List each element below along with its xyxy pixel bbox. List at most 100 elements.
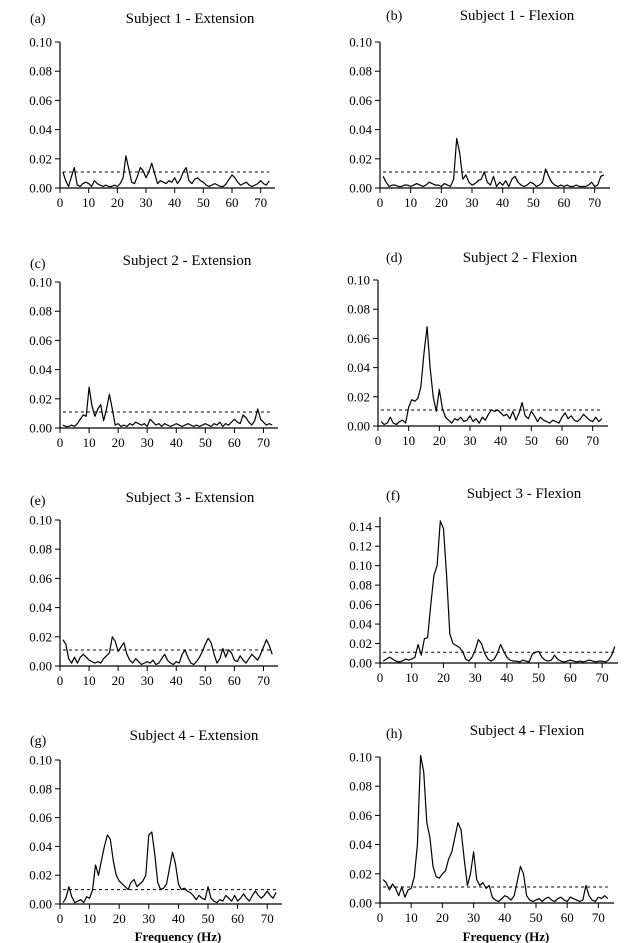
y-tick-label: 0.04: [347, 360, 370, 375]
y-tick-label: 0.08: [29, 64, 52, 79]
y-tick-label: 0.02: [349, 866, 372, 881]
x-tick-label: 40: [500, 670, 513, 685]
spectrum-line: [382, 137, 605, 188]
y-tick-label: 0.10: [349, 558, 372, 573]
y-tick-label: 0.00: [29, 897, 52, 912]
y-tick-label: 0.04: [349, 617, 372, 632]
y-tick-label: 0.06: [349, 597, 372, 612]
y-tick-label: 0.08: [29, 781, 52, 796]
x-tick-label: 20: [437, 670, 450, 685]
x-tick-label: 20: [436, 910, 449, 925]
panel-title: Subject 4 - Flexion: [470, 723, 585, 739]
y-tick-label: 0.04: [349, 122, 372, 137]
x-tick-label: 20: [113, 911, 126, 926]
x-tick-label: 70: [586, 433, 599, 448]
spectrum-line: [62, 636, 273, 666]
x-axis-label: Frequency (Hz): [463, 929, 550, 943]
spectrum-line: [382, 754, 609, 903]
x-tick-label: 30: [142, 911, 155, 926]
x-tick-label: 30: [141, 435, 154, 450]
panel-f: (f) Subject 3 - Flexion 0.00 0.02 0.04 0.06…: [349, 486, 618, 685]
panel-letter: (h): [386, 727, 403, 742]
x-tick-label: 50: [530, 910, 543, 925]
panel-letter: (d): [386, 251, 403, 266]
panel-h: (h) Subject 4 - Flexion Frequency (Hz) 0…: [349, 723, 614, 943]
panel-title: Subject 4 - Extension: [130, 728, 259, 744]
y-tick-label: 0.14: [349, 519, 372, 534]
panel-a: (a) Subject 1 - Extension 0.00 0.02 0.04 0.…: [29, 11, 275, 210]
x-tick-label: 20: [111, 195, 124, 210]
panel-title: Subject 2 - Extension: [123, 253, 252, 269]
y-tick-label: 0.08: [29, 304, 52, 319]
y-tick-label: 0.10: [29, 513, 52, 528]
x-tick-label: 70: [257, 673, 270, 688]
panel-title: Subject 2 - Flexion: [463, 250, 578, 266]
x-tick-label: 20: [112, 435, 125, 450]
y-tick-label: 0.06: [29, 93, 52, 108]
panel-letter: (g): [30, 734, 47, 749]
x-tick-label: 50: [525, 433, 538, 448]
x-tick-label: 20: [435, 195, 448, 210]
y-tick-label: 0.04: [349, 837, 372, 852]
x-tick-label: 0: [57, 195, 64, 210]
x-tick-label: 50: [199, 435, 212, 450]
x-tick-label: 20: [433, 433, 446, 448]
x-tick-label: 10: [404, 195, 417, 210]
y-tick-label: 0.08: [349, 64, 372, 79]
y-tick-label: 0.00: [349, 656, 372, 671]
panel-letter: (c): [30, 257, 46, 272]
panel-g: (g) Subject 4 - Extension Frequency (Hz)…: [29, 728, 282, 943]
y-tick-label: 0.06: [349, 93, 372, 108]
x-tick-label: 70: [254, 195, 267, 210]
y-tick-label: 0.08: [349, 779, 372, 794]
spectrum-line: [62, 831, 277, 904]
y-tick-label: 0.04: [29, 122, 52, 137]
x-tick-label: 50: [197, 195, 210, 210]
x-tick-label: 30: [469, 670, 482, 685]
spectrum-line: [382, 520, 616, 663]
y-tick-label: 0.08: [349, 578, 372, 593]
x-tick-label: 50: [532, 670, 545, 685]
x-tick-label: 40: [498, 910, 511, 925]
x-tick-label: 60: [226, 195, 239, 210]
x-tick-label: 60: [231, 911, 244, 926]
x-tick-label: 0: [57, 435, 64, 450]
x-tick-label: 10: [83, 435, 96, 450]
panel-title: Subject 1 - Flexion: [460, 8, 575, 24]
x-tick-label: 60: [556, 433, 569, 448]
spectrum-line: [380, 326, 603, 426]
y-tick-label: 0.08: [347, 302, 370, 317]
x-tick-label: 70: [596, 670, 609, 685]
y-tick-label: 0.00: [29, 659, 52, 674]
x-tick-label: 10: [83, 673, 96, 688]
y-tick-label: 0.02: [29, 629, 52, 644]
spectrum-line: [62, 155, 270, 188]
x-tick-label: 60: [228, 435, 241, 450]
y-tick-label: 0.10: [349, 750, 372, 765]
y-tick-label: 0.08: [29, 542, 52, 557]
y-tick-label: 0.00: [347, 419, 370, 434]
x-tick-label: 40: [170, 435, 183, 450]
y-tick-label: 0.10: [349, 35, 372, 50]
x-tick-label: 60: [558, 195, 571, 210]
y-tick-label: 0.00: [349, 181, 372, 196]
panel-letter: (a): [30, 12, 46, 27]
x-tick-label: 40: [494, 433, 507, 448]
y-tick-label: 0.02: [29, 151, 52, 166]
x-tick-label: 0: [375, 433, 382, 448]
y-tick-label: 0.10: [29, 35, 52, 50]
x-tick-label: 0: [377, 195, 384, 210]
y-tick-label: 0.06: [29, 571, 52, 586]
x-tick-label: 20: [112, 673, 125, 688]
x-tick-label: 40: [496, 195, 509, 210]
y-tick-label: 0.04: [29, 600, 52, 615]
x-tick-label: 50: [202, 911, 215, 926]
x-tick-label: 50: [199, 673, 212, 688]
x-tick-label: 70: [592, 910, 605, 925]
x-tick-label: 10: [82, 195, 95, 210]
x-tick-label: 70: [588, 195, 601, 210]
panel-title: Subject 1 - Extension: [126, 11, 255, 27]
panel-letter: (b): [386, 9, 403, 24]
panel-c: (c) Subject 2 - Extension 0.00 0.02 0.04 0.…: [29, 253, 278, 450]
